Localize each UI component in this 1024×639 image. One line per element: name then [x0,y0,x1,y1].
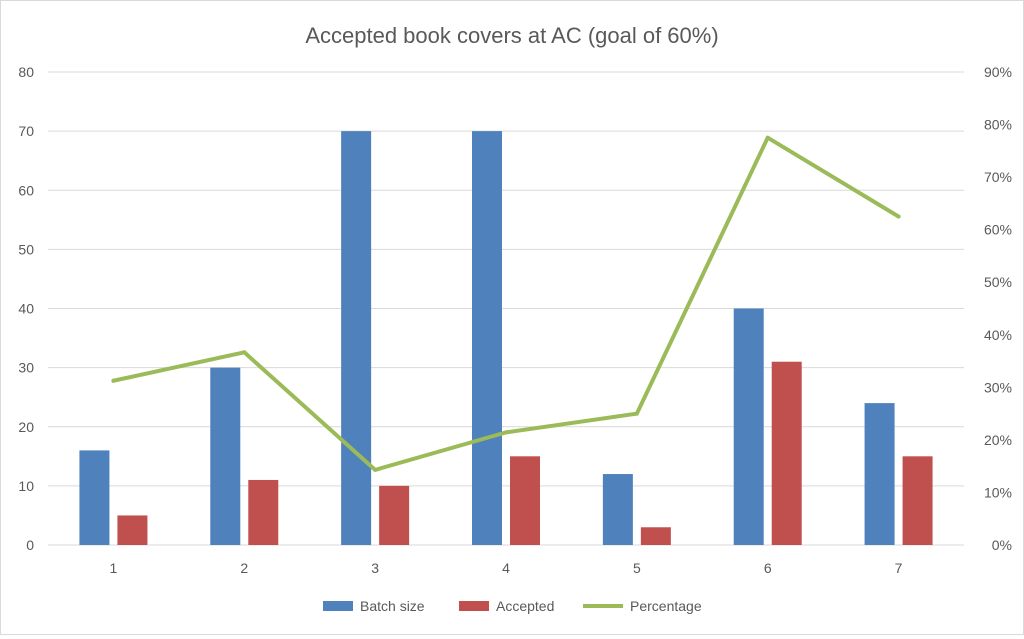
y-right-tick-label: 60% [984,222,1012,238]
legend: Batch size Accepted Percentage [323,598,702,614]
y-right-tick-label: 80% [984,117,1012,133]
accepted-bar [640,527,671,545]
batch-size-bar [79,450,110,545]
accepted-bar [379,485,410,545]
percentage-point [765,135,770,140]
legend-key-batch-size [323,601,353,611]
y-left-tick-label: 40 [18,301,34,317]
x-tick-label: 6 [764,560,772,576]
y-left-tick-label: 60 [18,182,34,198]
y-left-tick-label: 10 [18,478,34,494]
percentage-point [242,350,247,355]
percentage-point [111,378,116,383]
accepted-bar [771,361,802,545]
batch-size-bar [341,131,372,545]
batch-size-bar [602,474,633,545]
accepted-bar [248,479,279,545]
bars [79,131,933,545]
percentage-point [373,467,378,472]
y-left-tick-label: 0 [26,537,34,553]
batch-size-bar [472,131,502,545]
y-left-tick-label: 80 [18,64,34,80]
y-left-tick-label: 70 [18,123,34,139]
gridlines [48,71,964,546]
y-right-tick-label: 50% [984,274,1012,290]
x-tick-label: 7 [895,560,903,576]
x-tick-label: 2 [240,560,248,576]
legend-label-percentage: Percentage [630,598,702,614]
y-right-tick-label: 70% [984,169,1012,185]
y-right-tick-label: 10% [984,484,1012,500]
percentage-point [896,214,901,219]
batch-size-bar [733,308,764,545]
x-tick-label: 1 [110,560,118,576]
accepted-bar [902,456,933,545]
chart-title: Accepted book covers at AC (goal of 60%) [305,23,718,48]
percentage-point [504,430,508,435]
legend-label-accepted: Accepted [496,598,554,614]
x-tick-label: 4 [502,560,510,576]
y-right-tick-label: 30% [984,379,1012,395]
percentage-line-group [111,135,901,472]
legend-key-accepted [459,601,489,611]
x-tick-label: 5 [633,560,641,576]
batch-size-bar [210,367,241,545]
y-right-tick-label: 40% [984,327,1012,343]
batch-size-bar [864,403,895,545]
accepted-bar [510,456,540,545]
y-left-tick-label: 50 [18,241,34,257]
y-left-tick-label: 30 [18,360,34,376]
percentage-point [634,411,639,416]
y-right-tick-label: 20% [984,432,1012,448]
y-right-tick-label: 0% [992,537,1012,553]
x-tick-label: 3 [371,560,379,576]
axes: 0 10 20 30 40 50 60 70 80 0% 10% 20% 30% 40% 50% 60% 70%… [18,64,1012,576]
accepted-bar [117,515,148,545]
legend-label-batch-size: Batch size [360,598,425,614]
y-right-tick-label: 90% [984,64,1012,80]
y-left-tick-label: 20 [18,419,34,435]
